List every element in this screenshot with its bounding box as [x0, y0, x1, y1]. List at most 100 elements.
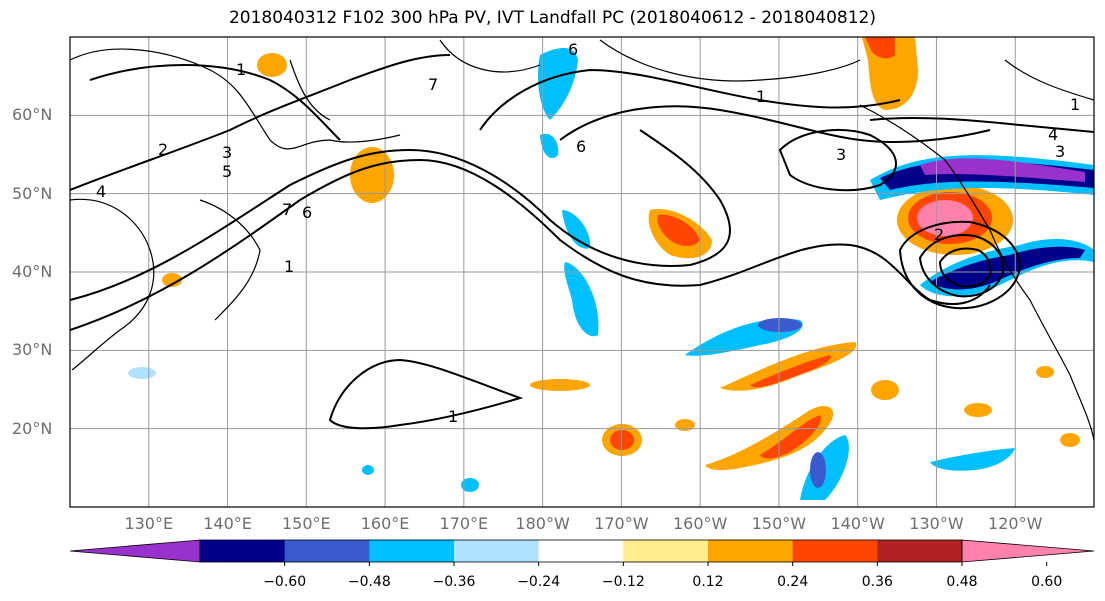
- ivt-positive-hawaii: [675, 419, 695, 431]
- longitude-label: 160°E: [360, 514, 410, 533]
- longitude-label: 170°E: [439, 514, 489, 533]
- map-frame: [69, 36, 1095, 508]
- coastline-asia-north: [70, 48, 401, 150]
- colorbar-frame: [199, 539, 963, 563]
- ivt-positive-patch-1-core: [610, 430, 634, 450]
- ivt-negative-small-1: [540, 133, 559, 159]
- colorbar-tick-label: −0.24: [517, 574, 561, 590]
- colorbar-segment: [538, 540, 624, 562]
- colorbar-segment: [708, 540, 794, 562]
- colorbar-segment: [623, 540, 709, 562]
- ivt-positive-alaska-inner: [865, 37, 895, 59]
- longitude-label: 120°W: [988, 514, 1043, 533]
- colorbar-tick-label: 0.48: [946, 574, 978, 590]
- ivt-negative-patch-east: [930, 448, 1015, 471]
- longitude-label: 170°W: [594, 514, 649, 533]
- coastline-bering: [439, 39, 541, 73]
- coastline-alaska-south: [599, 39, 861, 82]
- longitude-label: 150°E: [281, 514, 331, 533]
- ivt-shading: [128, 37, 1094, 500]
- contour-label: 3: [1055, 142, 1065, 161]
- graticule: [70, 37, 1094, 507]
- ivt-negative-small-2: [562, 210, 591, 249]
- pv-contour-4: [89, 64, 341, 141]
- pv-contour-1: [70, 158, 991, 331]
- pv-contour-3: [70, 54, 451, 191]
- longitude-label: 160°W: [672, 514, 728, 533]
- contour-label: 1: [284, 257, 294, 276]
- ivt-positive-max: [917, 200, 973, 236]
- contour-label: 1: [756, 87, 766, 106]
- longitude-label: 130°W: [909, 514, 964, 533]
- latitude-label: 60°N: [12, 105, 53, 125]
- latitude-label: 40°N: [12, 262, 53, 281]
- contour-label: 6: [568, 40, 578, 59]
- contour-label: 7: [428, 75, 438, 94]
- pv-contours: [70, 54, 1094, 430]
- ivt-negative-south: [930, 246, 1085, 290]
- longitude-label: 140°W: [830, 514, 885, 533]
- colorbar: [69, 539, 1095, 566]
- colorbar-segment: [792, 540, 878, 562]
- ivt-positive-central-inner: [657, 214, 700, 246]
- colorbar-segment: [284, 540, 370, 562]
- ivt-positive-subtropical-2: [705, 406, 834, 471]
- ivt-positive-japan-east: [350, 147, 394, 203]
- colorbar-extend-low: [69, 539, 201, 563]
- colorbar-tick-label: −0.60: [263, 574, 307, 590]
- latitude-label: 30°N: [12, 340, 53, 360]
- coastline-canada: [1004, 59, 1094, 101]
- ivt-positive-subtropical-1-core: [750, 355, 831, 388]
- contour-label: 2: [934, 225, 944, 244]
- longitude-label: 130°E: [124, 514, 174, 533]
- ivt-positive-patch-2: [530, 379, 590, 391]
- colorbar-tick-label: −0.36: [432, 574, 476, 590]
- colorbar-segment: [369, 540, 455, 562]
- contour-labels: 1 2 3 5 4 7 6 6 1 1 3 4 3 2 1 7 6 1: [96, 40, 1080, 426]
- colorbar-segment: [454, 540, 540, 562]
- colorbar-tick-label: 0.12: [692, 574, 724, 590]
- contour-label: 3: [836, 145, 846, 164]
- longitude-label: 180°W: [515, 514, 570, 533]
- ivt-negative-patch-small: [362, 465, 374, 475]
- ivt-negative-patch-south: [461, 478, 479, 492]
- pv-contour-subtropical: [328, 358, 524, 430]
- contour-label: 1: [448, 407, 458, 426]
- colorbar-tick-label: 0.60: [1031, 574, 1063, 590]
- coastline-korea-japan: [199, 199, 261, 321]
- coastline-north-america-west: [859, 104, 1094, 441]
- ivt-negative-subtropical-core: [758, 318, 802, 332]
- latitude-label: 50°N: [12, 183, 53, 203]
- pv-contour-6: [559, 105, 991, 143]
- ivt-positive-patch-5: [1060, 433, 1080, 447]
- contour-label: 4: [96, 182, 106, 201]
- pv-contour-cutoff-1: [898, 220, 1022, 310]
- contour-label: 5: [222, 162, 232, 181]
- pv-contour-closed-ne: [778, 129, 897, 192]
- colorbar-segment: [877, 540, 963, 562]
- pv-contour-cutoff-2: [918, 234, 1005, 298]
- colorbar-tick-label: 0.24: [777, 574, 809, 590]
- ivt-positive-patch-4: [964, 403, 992, 417]
- latitude-label: 20°N: [12, 418, 53, 438]
- ivt-positive-subtropical-2-core: [760, 415, 821, 459]
- colorbar-tick-label: −0.12: [601, 574, 645, 590]
- pv-contour-north-east: [869, 116, 1094, 133]
- ivt-positive-patch-6: [1036, 366, 1054, 378]
- contour-label: 6: [576, 137, 586, 156]
- ivt-positive-china: [162, 273, 182, 287]
- contour-label: 7: [282, 200, 292, 219]
- ivt-negative-north-pacific: [538, 48, 578, 120]
- ivt-positive-okhotsk: [257, 53, 287, 77]
- pv-contour-5: [479, 68, 901, 131]
- colorbar-tick-label: 0.36: [861, 574, 893, 590]
- pv-contour-cutoff-3: [938, 247, 992, 288]
- coastline-asia-east: [70, 198, 155, 371]
- ivt-positive-patch-3: [871, 380, 899, 400]
- contour-label: 3: [222, 143, 232, 162]
- contour-label: 6: [302, 203, 312, 222]
- longitude-label: 140°E: [203, 514, 252, 533]
- longitude-label: 150°W: [751, 514, 807, 533]
- ivt-negative-subtropical-south-core: [810, 452, 826, 488]
